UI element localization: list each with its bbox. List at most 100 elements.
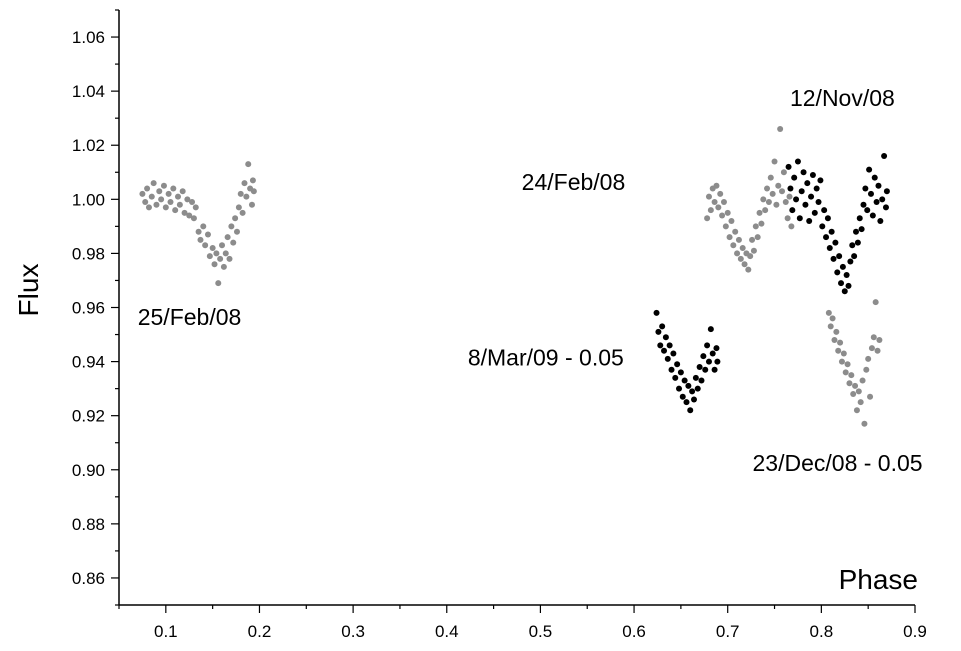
y-tick-label: 1.06	[72, 28, 105, 47]
data-point	[789, 207, 796, 214]
data-point	[711, 199, 718, 206]
data-point	[848, 372, 855, 379]
data-point	[827, 323, 834, 330]
data-point	[248, 201, 255, 208]
data-point	[186, 212, 193, 219]
series-annotations: 25/Feb/08 24/Feb/08 12/Nov/08 8/Mar/09 - 0.…	[138, 85, 923, 476]
data-point	[765, 199, 772, 206]
series-annotation: 25/Feb/08	[138, 304, 242, 330]
data-point	[735, 236, 742, 243]
data-point	[739, 245, 746, 251]
data-point	[752, 223, 759, 230]
data-point	[853, 407, 860, 414]
y-axis-title: Flux	[13, 264, 44, 317]
data-point	[842, 369, 849, 376]
data-point	[181, 209, 188, 216]
data-point	[867, 393, 874, 400]
y-tick-label: 0.88	[72, 515, 105, 534]
data-point	[190, 215, 197, 222]
y-tick-label: 0.98	[72, 244, 105, 263]
data-point	[704, 215, 711, 222]
y-tick-label: 0.94	[72, 353, 105, 372]
x-tick-label: 0.3	[341, 622, 365, 641]
series-annotation: 12/Nov/08	[790, 85, 895, 111]
data-point	[206, 253, 213, 260]
data-point	[692, 374, 699, 381]
data-point	[144, 185, 151, 192]
x-tick-label: 0.7	[716, 622, 740, 641]
data-point	[237, 190, 244, 197]
data-point	[808, 193, 815, 200]
data-point	[213, 250, 220, 257]
data-point	[142, 199, 149, 206]
data-point	[664, 355, 671, 362]
data-point	[713, 182, 720, 189]
data-point	[849, 242, 856, 249]
y-tick-label: 0.92	[72, 407, 105, 426]
data-point	[657, 342, 664, 349]
data-point	[709, 350, 716, 357]
data-point	[700, 353, 707, 360]
data-point	[796, 215, 803, 222]
data-point	[681, 377, 688, 384]
data-point	[854, 239, 861, 246]
data-point	[847, 258, 854, 265]
x-tick-label: 0.9	[903, 622, 927, 641]
data-point	[150, 180, 157, 187]
data-point	[749, 236, 756, 243]
data-point	[791, 174, 798, 181]
data-point	[782, 199, 789, 206]
data-point	[241, 180, 248, 187]
data-point	[758, 220, 765, 227]
data-point	[825, 309, 832, 316]
data-point	[793, 196, 800, 203]
data-point	[694, 385, 701, 392]
y-tick-label: 1.02	[72, 136, 105, 155]
data-point	[676, 385, 683, 392]
data-point	[249, 177, 256, 184]
data-point	[800, 169, 807, 176]
data-point	[762, 207, 769, 214]
series-1	[704, 126, 795, 273]
data-point	[879, 196, 886, 203]
data-point	[174, 193, 181, 200]
data-point	[192, 204, 199, 211]
data-point	[873, 199, 880, 206]
data-point	[786, 193, 793, 200]
data-point	[167, 199, 174, 206]
data-point	[824, 215, 831, 222]
data-point	[881, 153, 888, 160]
data-point	[702, 366, 709, 373]
series-2	[785, 153, 890, 295]
data-point	[869, 212, 876, 219]
data-point	[828, 228, 835, 235]
data-point	[745, 266, 752, 273]
data-point	[769, 190, 776, 197]
data-point	[865, 355, 872, 362]
data-point	[176, 201, 183, 208]
data-point	[715, 204, 722, 211]
data-point	[852, 382, 859, 389]
x-tick-label: 0.5	[529, 622, 553, 641]
data-point	[730, 242, 737, 249]
data-point	[705, 193, 712, 200]
data-point	[882, 204, 889, 211]
data-point	[172, 207, 179, 214]
y-tick-label: 0.96	[72, 299, 105, 318]
data-point	[719, 212, 726, 219]
data-point	[813, 185, 820, 192]
data-point	[653, 309, 660, 316]
data-point	[677, 369, 684, 376]
data-point	[883, 188, 890, 195]
tick-marks	[111, 9, 916, 613]
data-point	[851, 253, 858, 260]
data-point	[834, 269, 841, 276]
data-point	[833, 328, 840, 335]
data-point	[217, 255, 224, 262]
data-point	[153, 201, 160, 208]
data-point	[838, 358, 845, 365]
data-point	[815, 199, 822, 206]
data-point	[858, 226, 865, 233]
data-point	[243, 193, 250, 200]
